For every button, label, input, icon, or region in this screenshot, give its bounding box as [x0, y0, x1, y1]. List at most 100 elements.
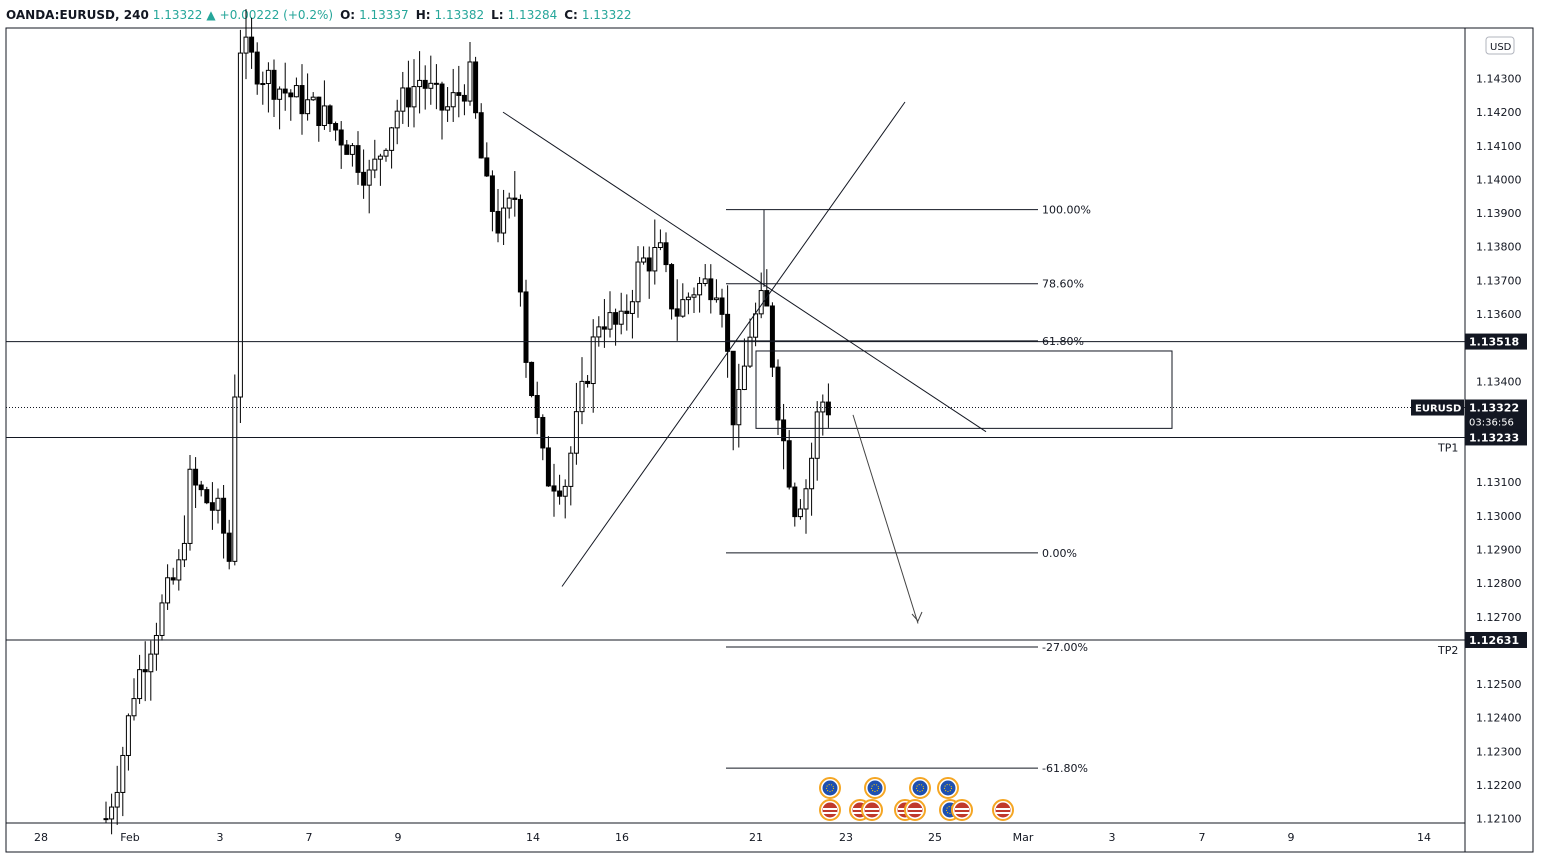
price-tag-label: 1.13518 — [1469, 336, 1519, 349]
candle-body — [103, 818, 109, 821]
candle-body — [187, 468, 193, 544]
candle-body — [601, 326, 607, 330]
target-label: TP2 — [1437, 644, 1458, 657]
candle-body — [338, 129, 344, 146]
descending-trendline[interactable] — [502, 111, 987, 433]
candle-body — [781, 419, 787, 442]
candle-body — [400, 87, 406, 112]
candle-body — [618, 310, 624, 325]
candle-body — [125, 715, 131, 756]
candle-body — [568, 452, 574, 487]
x-tick-label: Feb — [120, 831, 139, 844]
candle-body — [685, 296, 691, 301]
candle-body — [697, 282, 703, 296]
candle-body — [669, 264, 675, 310]
x-tick-label: 14 — [526, 831, 540, 844]
candle-body — [439, 83, 445, 111]
candle-body — [461, 94, 467, 102]
us-flag-stripe — [955, 812, 969, 814]
us-flag-stripe — [823, 808, 837, 810]
price-tag — [1465, 631, 1527, 648]
x-tick-label: 28 — [34, 831, 48, 844]
candle-body — [254, 51, 260, 85]
candle-body — [786, 440, 792, 488]
x-tick-label: 7 — [1199, 831, 1206, 844]
candle-body — [299, 85, 305, 115]
y-tick-label: 1.12400 — [1476, 712, 1522, 725]
candle-body — [517, 198, 523, 293]
fib-level-label: -61.80% — [1042, 762, 1088, 775]
candle-body — [316, 96, 322, 127]
candle-body — [702, 278, 708, 284]
us-flag-stripe — [955, 808, 969, 810]
current-price-tag — [1465, 399, 1527, 430]
close-value: 1.13322 — [581, 8, 632, 22]
candle-body — [260, 83, 266, 86]
candle-body — [484, 157, 490, 177]
candle-body — [361, 171, 367, 186]
candle-body — [433, 82, 439, 85]
x-tick-label: 7 — [306, 831, 313, 844]
candle-body — [713, 297, 719, 301]
candle-body — [321, 105, 327, 127]
us-flag-stripe — [853, 808, 867, 810]
currency-label: USD — [1490, 42, 1512, 53]
candle-body — [551, 485, 557, 492]
x-tick-label: 25 — [928, 831, 942, 844]
x-tick-label: 3 — [1109, 831, 1116, 844]
candle-body — [293, 85, 299, 98]
ascending-trendline[interactable] — [561, 101, 906, 587]
candle-body — [590, 336, 596, 385]
x-tick-label: Mar — [1013, 831, 1034, 844]
candle-body — [562, 485, 568, 497]
candle-body — [506, 197, 512, 209]
candle-body — [428, 82, 434, 89]
candle-body — [333, 123, 339, 131]
x-tick-label: 9 — [395, 831, 402, 844]
x-tick-label: 3 — [217, 831, 224, 844]
eu-flag-icon-fill — [822, 780, 838, 796]
high-value: 1.13382 — [434, 8, 485, 22]
candle-body — [198, 484, 204, 491]
target-label: TP1 — [1437, 441, 1458, 454]
candle-body — [232, 396, 238, 562]
candle-body — [411, 86, 417, 108]
y-tick-label: 1.12700 — [1476, 611, 1522, 624]
candle-body — [557, 490, 563, 497]
candle-body — [646, 257, 652, 272]
candle-body — [215, 497, 221, 511]
candle-body — [489, 175, 495, 212]
candle-body — [579, 380, 585, 413]
candle-body — [585, 380, 591, 385]
projection-arrow[interactable] — [852, 414, 919, 624]
candle-body — [769, 305, 775, 368]
y-tick-label: 1.12200 — [1476, 779, 1522, 792]
candle-body — [372, 158, 378, 171]
candle-body — [730, 350, 736, 426]
symbol-name[interactable]: OANDA:EURUSD, 240 — [6, 8, 149, 22]
candle-body — [193, 468, 199, 486]
candle-body — [366, 169, 372, 186]
price-tag-label: 1.13233 — [1469, 431, 1519, 444]
candle-body — [445, 106, 451, 111]
y-tick-label: 1.13000 — [1476, 510, 1522, 523]
low-value: 1.13284 — [507, 8, 558, 22]
y-tick-label: 1.13400 — [1476, 375, 1522, 388]
candle-body — [775, 366, 781, 421]
candle-body — [473, 61, 479, 114]
candle-body — [467, 61, 473, 102]
candle-body — [501, 207, 507, 234]
candle-body — [288, 92, 294, 98]
candle-body — [265, 69, 271, 85]
candle-body — [629, 301, 635, 314]
supply-zone-rectangle[interactable] — [755, 350, 1173, 429]
us-flag-stripe — [996, 808, 1010, 810]
currency-button[interactable] — [1485, 36, 1515, 55]
chart-frame — [5, 27, 1534, 853]
candle-body — [243, 36, 249, 54]
current-price-label: 1.13322 — [1469, 402, 1519, 415]
candle-body — [478, 112, 484, 159]
candle-body — [282, 88, 288, 94]
candle-body — [573, 411, 579, 454]
